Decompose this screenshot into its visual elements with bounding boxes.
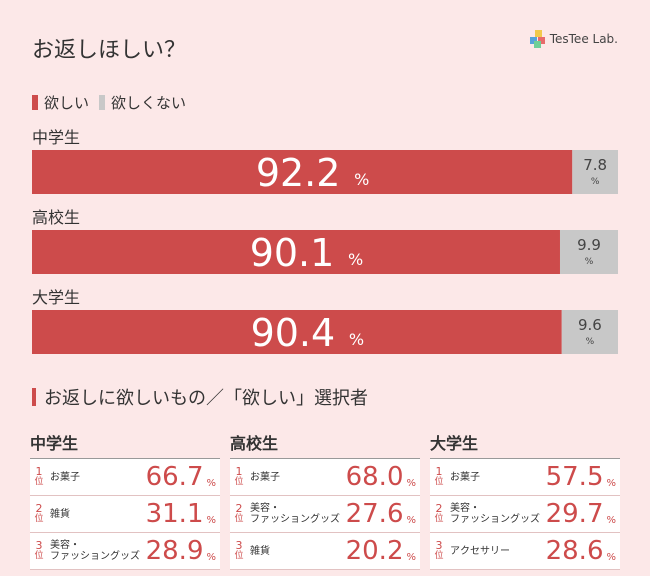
bar-value-unit: %	[585, 257, 594, 267]
legend-item-want: 欲しい	[32, 92, 89, 113]
bar-value-unit: %	[586, 337, 595, 347]
ranking-column: 中学生 1 位お菓子 66.7% 2 位雑貨 31.1% 3 位美容・ ファッショングッズ 28.9…	[30, 430, 220, 570]
bar-value-want: 92.2	[256, 151, 341, 195]
ranking-column-title: 高校生	[230, 430, 420, 459]
bar-value-unit: %	[354, 170, 369, 189]
bar-not-want	[561, 310, 618, 354]
rank-value-unit: %	[206, 552, 216, 563]
legend-item-not-want: 欲しくない	[99, 92, 186, 113]
rank-value-unit: %	[606, 552, 616, 563]
category-label: 大学生	[32, 288, 80, 307]
ranking-row: 3 位アクセサリー 28.6%	[430, 533, 620, 570]
bar-want	[32, 150, 573, 194]
bar-not-want	[559, 230, 618, 274]
ranking-section-title: お返しに欲しいもの／「欲しい」選択者	[32, 384, 368, 410]
rank-item-name: 美容・ ファッショングッズ	[250, 503, 340, 525]
ranking-tables: 中学生 1 位お菓子 66.7% 2 位雑貨 31.1% 3 位美容・ ファッショングッズ 28.9…	[30, 430, 620, 570]
rank-item-name: 雑貨	[50, 508, 70, 520]
rank-item-name: 美容・ ファッショングッズ	[50, 540, 140, 562]
rank-value: 20.2	[345, 536, 404, 566]
ranking-row: 1 位お菓子 57.5%	[430, 459, 620, 496]
rank-value: 66.7	[145, 462, 204, 492]
rank-value: 29.7	[545, 499, 604, 529]
ranking-title-text: お返しに欲しいもの／「欲しい」選択者	[44, 388, 368, 409]
logo-cubes-icon	[529, 30, 546, 48]
bar-value-want: 90.4	[251, 311, 336, 355]
bar-not-want	[572, 150, 618, 194]
rank-value-unit: %	[606, 515, 616, 526]
ranking-row: 2 位雑貨 31.1%	[30, 496, 220, 533]
category-label: 高校生	[32, 208, 80, 227]
ranking-row: 3 位美容・ ファッショングッズ 28.9%	[30, 533, 220, 570]
rank-value-unit: %	[606, 478, 616, 489]
ranking-row: 3 位雑貨 20.2%	[230, 533, 420, 570]
rank-item-name: アクセサリー	[450, 545, 510, 557]
rank-value: 28.6	[545, 536, 604, 566]
logo-text: TesTee Lab.	[549, 32, 618, 46]
rank-value: 27.6	[345, 499, 404, 529]
section-title-mark	[32, 388, 36, 406]
rank-item-name: 美容・ ファッショングッズ	[450, 503, 540, 525]
legend-swatch-not-want	[99, 95, 106, 110]
chart-legend: 欲しい 欲しくない	[32, 92, 196, 113]
rank-value: 68.0	[345, 462, 404, 492]
bar-value-not-want: 7.8	[583, 156, 607, 174]
bar-value-unit: %	[591, 177, 600, 187]
rank-value: 57.5	[545, 462, 604, 492]
ranking-row: 1 位お菓子 68.0%	[230, 459, 420, 496]
rank-value-unit: %	[406, 515, 416, 526]
brand-logo: TesTee Lab.	[529, 30, 618, 48]
ranking-row: 1 位お菓子 66.7%	[30, 459, 220, 496]
category-label: 中学生	[32, 128, 80, 147]
ranking-column-title: 大学生	[430, 430, 620, 459]
bar-want	[32, 230, 560, 274]
bar-value-not-want: 9.6	[578, 316, 602, 334]
stacked-bar-chart: 中学生 92.2 % 7.8% 高校生 90.1 % 9.9% 大学生 90.4 % 9.6%	[32, 128, 618, 355]
ranking-row: 2 位美容・ ファッショングッズ 27.6%	[230, 496, 420, 533]
ranking-column: 高校生 1 位お菓子 68.0% 2 位美容・ ファッショングッズ 27.6% 3 位雑貨 20.2…	[230, 430, 420, 570]
rank-item-name: 雑貨	[250, 545, 270, 557]
rank-item-name: お菓子	[50, 471, 80, 483]
rank-item-name: お菓子	[250, 471, 280, 483]
rank-value: 28.9	[145, 536, 204, 566]
legend-label-not-want: 欲しくない	[111, 94, 187, 112]
bar-value-not-want: 9.9	[577, 236, 601, 254]
legend-label-want: 欲しい	[44, 94, 90, 112]
bar-value-unit: %	[349, 330, 364, 349]
rank-value-unit: %	[406, 552, 416, 563]
chart-title: お返しほしい？	[32, 38, 187, 63]
bar-value-unit: %	[348, 250, 363, 269]
ranking-column-title: 中学生	[30, 430, 220, 459]
rank-item-name: お菓子	[450, 471, 480, 483]
bar-want	[32, 310, 562, 354]
bar-value-want: 90.1	[250, 231, 335, 275]
ranking-column: 大学生 1 位お菓子 57.5% 2 位美容・ ファッショングッズ 29.7% 3 位アクセサリー…	[430, 430, 620, 570]
legend-swatch-want	[32, 95, 38, 110]
rank-value: 31.1	[145, 499, 204, 529]
rank-value-unit: %	[206, 515, 216, 526]
ranking-row: 2 位美容・ ファッショングッズ 29.7%	[430, 496, 620, 533]
rank-value-unit: %	[206, 478, 216, 489]
rank-value-unit: %	[406, 478, 416, 489]
